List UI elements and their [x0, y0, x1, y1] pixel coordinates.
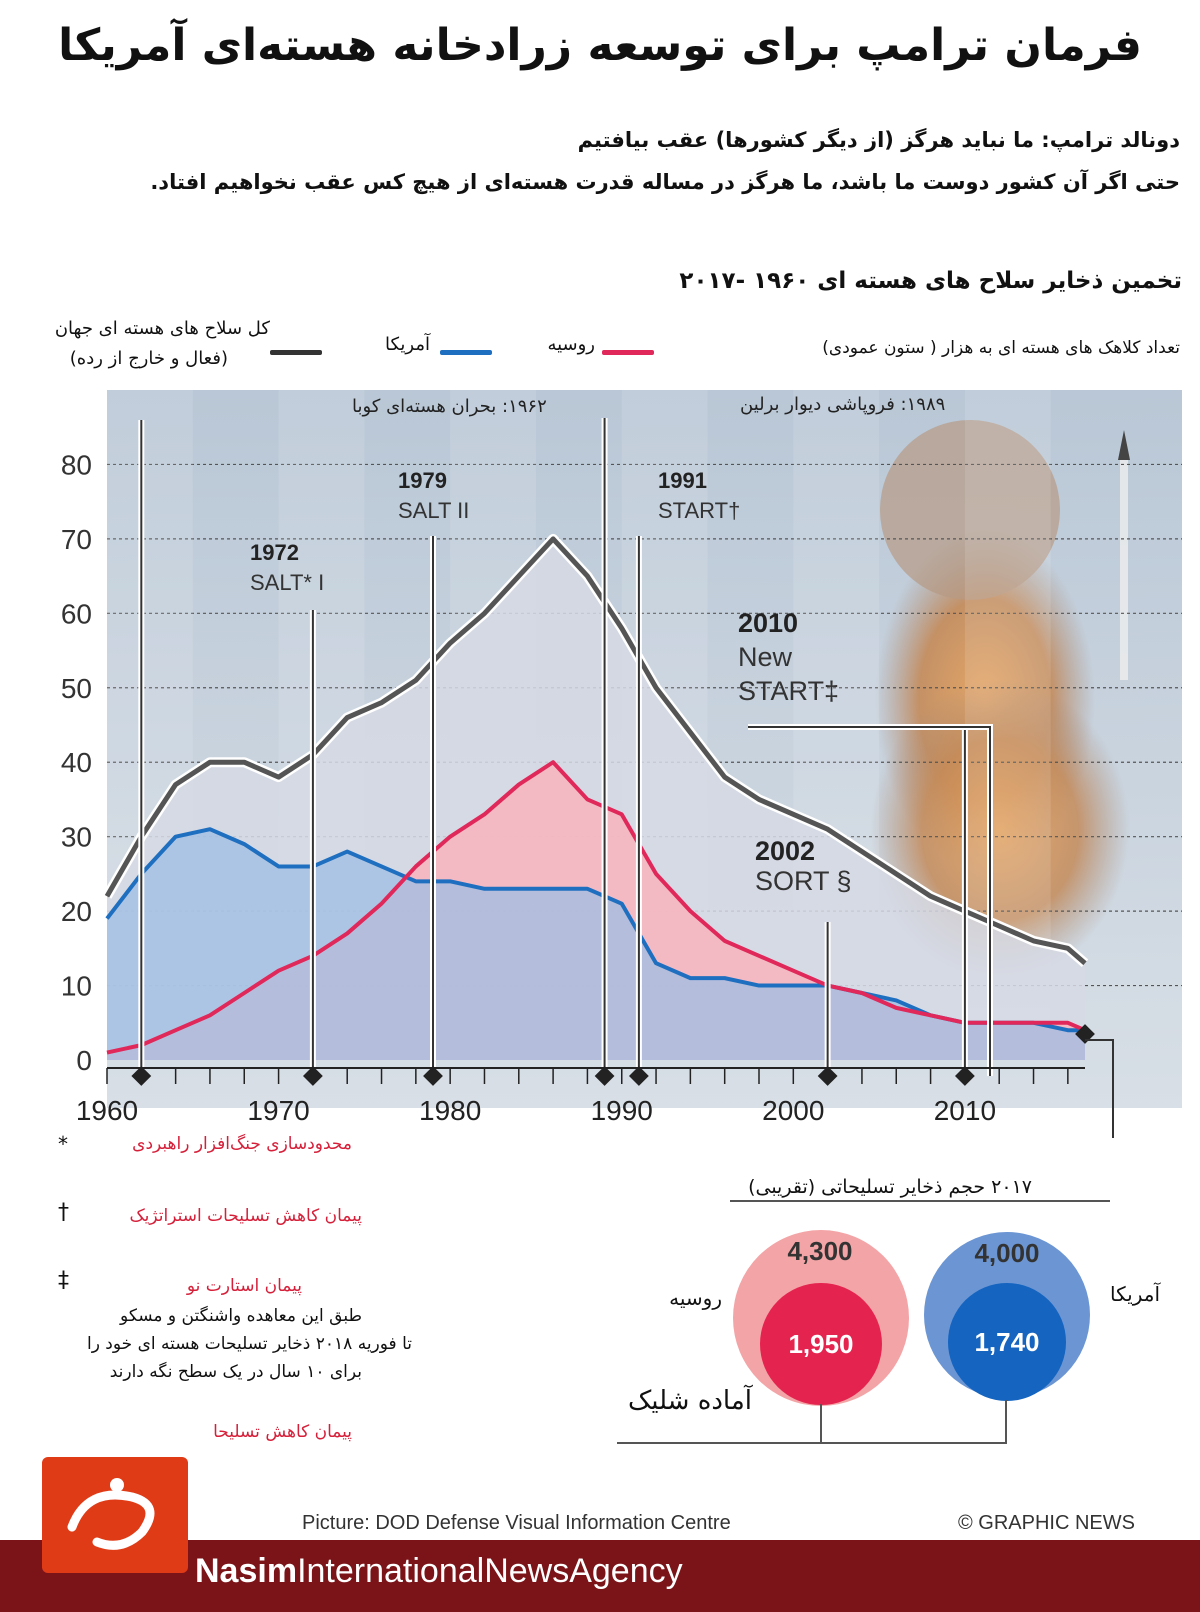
legend-world-sublabel: (فعال و خارج از رده) — [69, 348, 228, 369]
event-markers: ۱۹۶۲: بحران هسته‌ای کوبا 1972 SALT* I 1979 S… — [131, 394, 1114, 1138]
ready-line-russia — [820, 1404, 822, 1444]
usa-ready-value: 1,740 — [948, 1283, 1066, 1401]
russia-label: روسیه — [669, 1286, 722, 1310]
picture-credit: Picture: DOD Defense Visual Information … — [302, 1512, 731, 1534]
event-year: 1991 — [658, 468, 707, 493]
usa-area — [107, 829, 1085, 1060]
legend-russia-swatch — [602, 350, 654, 355]
stock-2017-connector — [1085, 1039, 1114, 1138]
russia-ready-value: 1,950 — [760, 1283, 882, 1405]
y-tick-label: 20 — [61, 896, 92, 927]
x-tick-label: 1980 — [419, 1095, 481, 1126]
event-name: START‡ — [738, 676, 839, 706]
footnote-ddagger-title: پیمان استارت نو — [186, 1276, 302, 1296]
brand-name: NasimInternationalNewsAgency — [195, 1552, 683, 1591]
x-tick-label: 1990 — [591, 1095, 653, 1126]
x-tick-label: 2000 — [762, 1095, 824, 1126]
brand-bar: NasimInternationalNewsAgency — [0, 1540, 1200, 1612]
legend-usa-swatch — [440, 350, 492, 355]
usa-label: آمریکا — [1109, 1282, 1160, 1306]
event-label: ۱۹۸۹: فروپاشی دیوار برلین — [740, 394, 945, 415]
footnote-dagger-mark: † — [58, 1200, 69, 1225]
copyright-credit: © GRAPHIC NEWS — [958, 1512, 1135, 1534]
stock-2017-marker — [1075, 1024, 1095, 1044]
nuclear-stockpile-chart: ۱۹۶۲: بحران هسته‌ای کوبا 1972 SALT* I 1979 S… — [61, 390, 1182, 1138]
event-year: 1972 — [250, 540, 299, 565]
event-name: SALT* I — [250, 570, 324, 595]
event-name: SORT § — [755, 866, 852, 896]
footnote-ddagger-line3: برای ۱۰ سال در یک سطح نگه دارند — [109, 1362, 362, 1382]
legend-world-label: کل سلاح های هسته ای جهان — [54, 318, 270, 339]
brand-name-bold: Nasim — [195, 1552, 298, 1590]
y-tick-label: 10 — [61, 971, 92, 1002]
event-year: 2010 — [738, 608, 798, 638]
event-name: START† — [658, 498, 740, 523]
event-name: New — [738, 642, 793, 672]
y-tick-label: 40 — [61, 747, 92, 778]
legend-russia-label: روسیه — [547, 334, 595, 355]
event-connector — [748, 726, 991, 1076]
stock-label-line — [730, 1200, 1110, 1202]
page-title: فرمان ترامپ برای توسعه زرادخانه هسته‌ای … — [58, 20, 1143, 71]
usa-total-value: 4,000 — [974, 1238, 1040, 1268]
y-tick-label: 60 — [61, 598, 92, 629]
y-axis: 0 10 20 30 40 50 60 70 80 — [61, 449, 92, 1076]
ready-label: آماده شلیک — [627, 1386, 752, 1416]
footnote-star-mark: * — [58, 1132, 68, 1156]
chart-area: ۱۹۶۲: بحران هسته‌ای کوبا 1972 SALT* I 1979 S… — [0, 360, 1200, 1160]
y-tick-label: 50 — [61, 673, 92, 704]
quote-line-2: حتی اگر آن کشور دوست ما باشد، ما هرگز در… — [150, 170, 1180, 194]
quote-line-1: دونالد ترامپ: ما نباید هرگز (از دیگر کشو… — [577, 128, 1180, 152]
footnote-section-text: پیمان کاهش تسلیحا — [213, 1422, 352, 1442]
event-year: 1979 — [398, 468, 447, 493]
stock-2017-label: ۲۰۱۷ حجم ذخایر تسلیحاتی (تقریبی) — [748, 1176, 1032, 1198]
footnote-ddagger-line1: طبق این معاهده واشنگتن و مسکو — [120, 1306, 362, 1326]
event-marker — [423, 1066, 443, 1086]
ready-line-usa — [1005, 1400, 1007, 1444]
x-tick-label: 2010 — [934, 1095, 996, 1126]
y-tick-label: 30 — [61, 822, 92, 853]
footnote-star-text: محدودسازی جنگ‌افزار راهبردی — [132, 1134, 352, 1154]
event-name: SALT II — [398, 498, 469, 523]
chart-title: تخمین ذخایر سلاح های هسته ای ۱۹۶۰ -۲۰۱۷ — [679, 268, 1182, 294]
y-tick-label: 80 — [61, 449, 92, 480]
event-marker — [628, 1066, 649, 1086]
ready-base-line — [617, 1442, 1007, 1444]
event-year: 2002 — [755, 836, 815, 866]
russia-total-value: 4,300 — [787, 1236, 853, 1266]
x-tick-label: 1970 — [247, 1095, 309, 1126]
legend-usa-label: آمریکا — [384, 334, 430, 355]
footnote-ddagger-line2: تا فوریه ۲۰۱۸ ذخایر تسلیحات هسته ای خود … — [86, 1334, 412, 1354]
footnote-ddagger-mark: ‡ — [58, 1268, 69, 1293]
y-tick-label: 70 — [61, 524, 92, 555]
nasim-logo-icon — [42, 1457, 188, 1573]
event-label: ۱۹۶۲: بحران هسته‌ای کوبا — [352, 396, 547, 417]
x-axis: 1960 1970 1980 1990 2000 2010 — [76, 1067, 1085, 1126]
legend-world-swatch — [270, 350, 322, 355]
legend-unit-label: تعداد کلاهک های هسته ای به هزار ( ستون ع… — [822, 338, 1180, 358]
brand-name-rest: InternationalNewsAgency — [297, 1552, 683, 1590]
footnote-dagger-text: پیمان کاهش تسلیحات استراتژیک — [129, 1206, 362, 1226]
event-marker — [594, 1066, 615, 1086]
x-tick-label: 1960 — [76, 1095, 138, 1126]
y-tick-label: 0 — [76, 1045, 92, 1076]
